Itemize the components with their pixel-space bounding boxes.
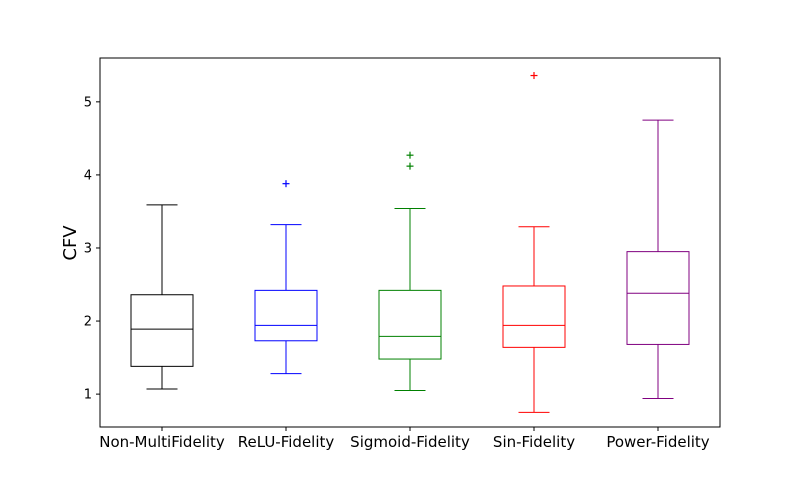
iqr-box	[502, 285, 566, 348]
outlier-point	[282, 180, 290, 188]
y-tick-label: 2	[84, 315, 92, 330]
y-tick-label: 5	[84, 95, 92, 110]
y-axis-label: CFV	[60, 225, 81, 261]
iqr-box	[378, 289, 442, 360]
box-power-fidelity	[626, 119, 690, 400]
y-tick-label: 1	[84, 388, 92, 403]
y-tick-label: 4	[84, 168, 92, 183]
iqr-box	[130, 294, 194, 367]
iqr-box	[254, 289, 318, 342]
box-sigmoid-fidelity	[378, 151, 442, 391]
box-relu-fidelity	[254, 180, 318, 375]
x-axis: Non-MultiFidelity ReLU-Fidelity Sigmoid-Fi…	[99, 427, 710, 451]
outlier-point	[530, 72, 538, 80]
outlier-point	[406, 151, 414, 159]
x-tick-label: Non-MultiFidelity	[99, 433, 225, 451]
x-tick-label: Sigmoid-Fidelity	[350, 433, 470, 451]
y-tick-label: 3	[84, 241, 92, 256]
x-tick-label: Power-Fidelity	[606, 433, 709, 451]
y-axis: 1 2 3 4 5	[84, 95, 100, 403]
box-non-multifidelity	[130, 204, 194, 390]
outlier-point	[406, 162, 414, 170]
x-tick-label: Sin-Fidelity	[493, 433, 575, 451]
x-tick-label: ReLU-Fidelity	[238, 433, 335, 451]
box-series	[130, 72, 690, 413]
iqr-box	[626, 251, 690, 345]
box-sin-fidelity	[502, 72, 566, 413]
